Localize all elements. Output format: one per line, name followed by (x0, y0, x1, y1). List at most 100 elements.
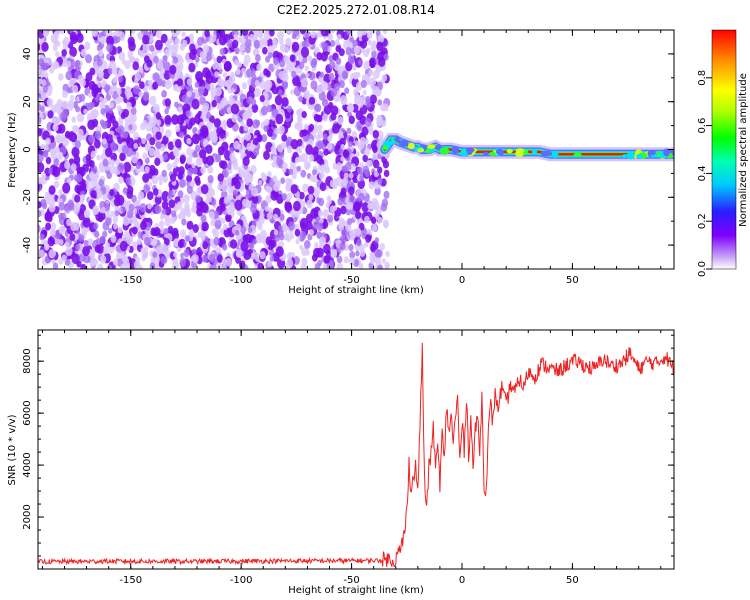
noise-dot (121, 254, 128, 263)
noise-dot (201, 221, 209, 232)
noise-dot (223, 62, 231, 72)
noise-dot (231, 176, 239, 186)
noise-dot (369, 94, 377, 104)
x-tick-label: -100 (230, 575, 253, 586)
noise-dot (164, 114, 172, 125)
noise-dot (316, 85, 323, 95)
noise-dot (286, 30, 292, 34)
noise-dot (251, 187, 259, 197)
noise-dot (42, 30, 49, 37)
noise-dot (195, 56, 200, 63)
noise-dot (332, 123, 340, 134)
noise-dot (290, 89, 295, 95)
snr-panel: -150 -100 -50 0 50 2000 4000 6000 8000 Height of… (7, 329, 675, 596)
noise-dot (240, 120, 245, 127)
noise-dot (267, 171, 272, 178)
signal-blob (540, 150, 550, 157)
noise-dot (258, 179, 263, 186)
noise-dot (327, 33, 334, 41)
noise-dot (247, 107, 253, 115)
noise-dot (156, 245, 163, 255)
colorbar-tick-label: 0.4 (697, 165, 708, 181)
noise-dot (76, 33, 84, 43)
noise-dot (191, 98, 200, 110)
noise-dot (41, 41, 49, 52)
noise-dot (127, 209, 134, 219)
noise-dot (186, 220, 194, 230)
noise-dot (130, 30, 136, 35)
noise-dot (206, 155, 214, 166)
noise-dot (319, 71, 324, 78)
noise-dot (126, 177, 132, 185)
noise-dot (38, 42, 41, 52)
noise-dot (217, 146, 225, 156)
noise-dot (308, 96, 316, 106)
noise-dot (72, 84, 79, 94)
noise-dot (155, 112, 162, 120)
y-tick-label: 6000 (22, 400, 33, 425)
noise-dot (82, 216, 91, 228)
signal-blob (506, 148, 513, 154)
noise-dot (379, 243, 386, 251)
noise-dot (80, 263, 87, 269)
noise-dot (133, 260, 141, 269)
noise-dot (294, 228, 301, 237)
noise-dot (141, 137, 146, 145)
noise-dot (89, 250, 96, 259)
signal-blob (663, 148, 670, 157)
noise-dot (158, 179, 163, 186)
noise-dot (148, 147, 156, 157)
noise-dot (168, 199, 176, 209)
noise-dot (344, 197, 350, 204)
noise-dot (173, 251, 178, 258)
snr-ylabel: SNR (10 * v/v) (7, 414, 18, 485)
noise-dot (367, 202, 373, 210)
noise-dot (208, 211, 215, 220)
noise-dot (354, 140, 360, 147)
noise-dot (176, 114, 185, 126)
noise-dot (200, 214, 207, 223)
noise-dot (374, 248, 381, 258)
noise-dot (261, 134, 268, 143)
noise-dot (372, 150, 380, 161)
noise-dot (187, 167, 194, 177)
noise-dot (45, 222, 51, 231)
x-tick-label: 50 (566, 575, 579, 586)
noise-dot (321, 98, 329, 108)
noise-dot (317, 222, 324, 231)
noise-dot (38, 209, 42, 218)
noise-dot (50, 222, 57, 231)
noise-dot (107, 67, 113, 75)
noise-dot (303, 39, 310, 48)
noise-dot (286, 258, 294, 269)
noise-dot (246, 96, 253, 105)
noise-dot (42, 86, 48, 93)
noise-dot (139, 81, 145, 89)
noise-dot (212, 63, 218, 70)
noise-dot (310, 59, 317, 68)
noise-dot (65, 71, 73, 81)
noise-dot (164, 108, 169, 115)
noise-dot (383, 169, 390, 178)
noise-dot (368, 69, 374, 76)
noise-dot (338, 48, 345, 57)
noise-dot (67, 200, 75, 209)
noise-dot (267, 261, 273, 268)
noise-dot (327, 198, 332, 205)
noise-dot (142, 92, 150, 102)
noise-dot (353, 45, 360, 55)
noise-dot (252, 30, 260, 37)
noise-dot (344, 87, 350, 95)
noise-dot (274, 95, 283, 106)
noise-dot (280, 177, 286, 184)
noise-dot (377, 166, 383, 174)
noise-dot (114, 35, 121, 43)
signal-trace (377, 132, 674, 162)
noise-dot (383, 222, 389, 229)
noise-dot (47, 215, 53, 223)
noise-dot (355, 71, 361, 78)
x-tick-label: -150 (119, 275, 142, 286)
noise-dot (354, 210, 362, 219)
noise-dot (348, 244, 354, 252)
noise-dot (166, 163, 173, 171)
